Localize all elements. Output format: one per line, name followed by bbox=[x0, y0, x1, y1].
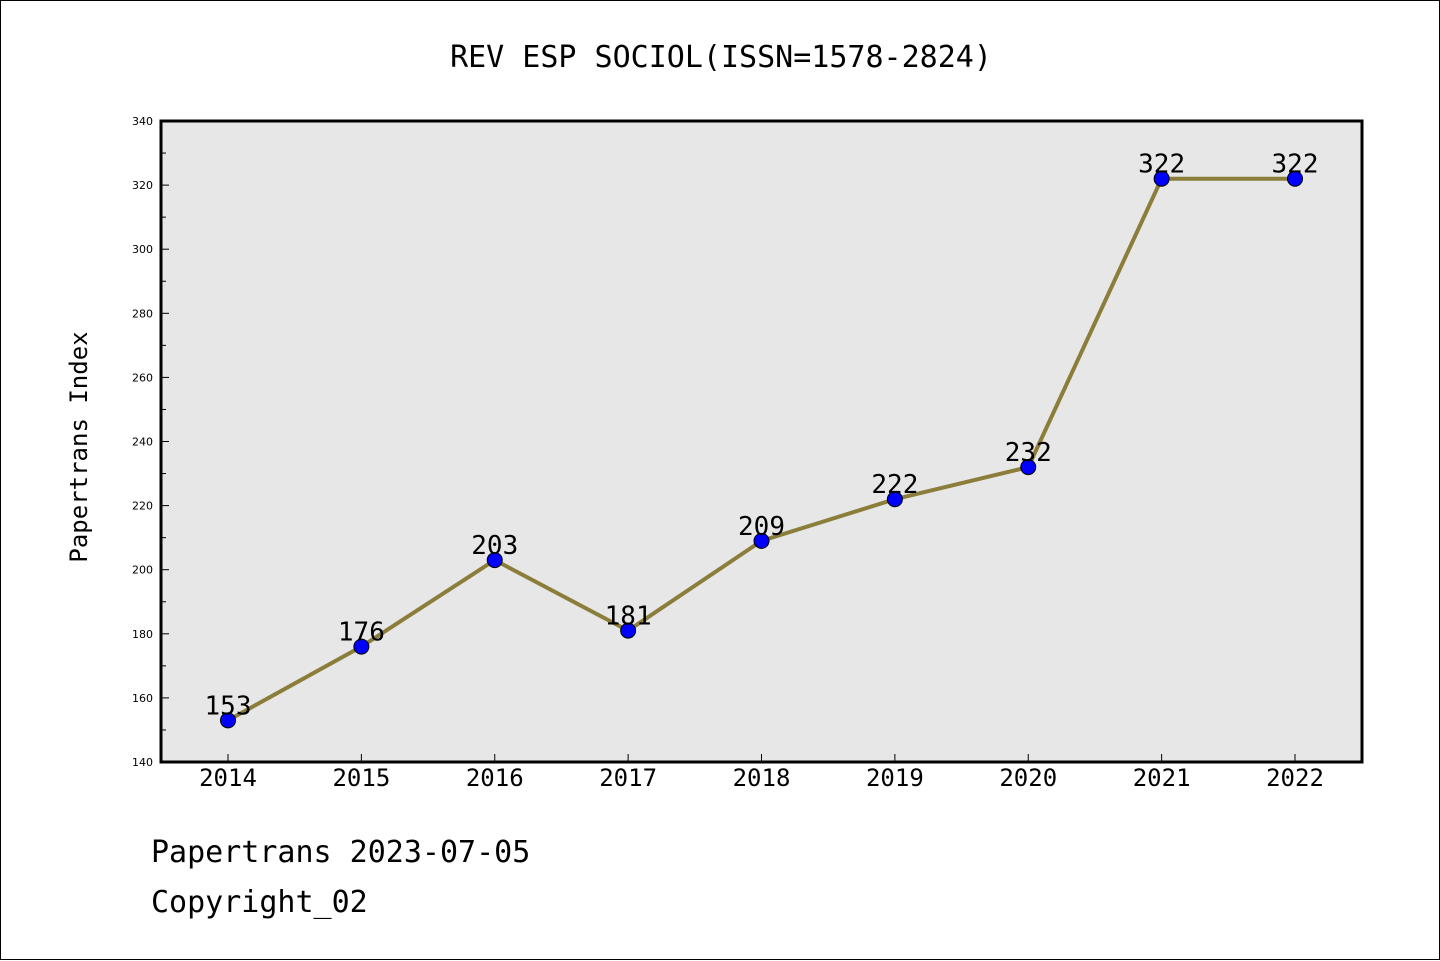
y-tick-label: 220 bbox=[132, 500, 153, 513]
data-point bbox=[620, 622, 637, 639]
y-axis-label: Papertrans Index bbox=[65, 331, 93, 562]
data-label: 176 bbox=[338, 618, 385, 648]
x-tick-label: 2019 bbox=[866, 764, 924, 792]
footer-copyright: Copyright_02 bbox=[151, 885, 368, 920]
data-point bbox=[886, 491, 903, 508]
data-label: 181 bbox=[605, 602, 652, 632]
data-point bbox=[1020, 459, 1037, 476]
data-label: 322 bbox=[1138, 150, 1185, 180]
data-label: 203 bbox=[471, 531, 518, 561]
y-tick-label: 180 bbox=[132, 628, 153, 641]
data-point bbox=[353, 638, 370, 655]
y-tick-label: 200 bbox=[132, 564, 153, 577]
y-tick-label: 160 bbox=[132, 692, 153, 705]
data-point bbox=[1153, 170, 1170, 187]
series-line-group: 153 176 203 181 209 222 232 322 322 bbox=[205, 150, 1319, 729]
chart-title: REV ESP SOCIOL(ISSN=1578-2824) bbox=[450, 40, 992, 75]
x-tick-label: 2018 bbox=[733, 764, 791, 792]
plot-area bbox=[161, 121, 1362, 762]
x-tick-label: 2022 bbox=[1266, 764, 1324, 792]
data-point bbox=[1287, 170, 1303, 187]
x-tick-label: 2021 bbox=[1133, 764, 1191, 792]
x-tick-label: 2014 bbox=[199, 764, 257, 792]
y-tick-label: 280 bbox=[132, 307, 153, 320]
data-label: 232 bbox=[1005, 438, 1052, 468]
x-tick-label: 2020 bbox=[999, 764, 1057, 792]
data-label: 209 bbox=[738, 512, 785, 542]
y-tick-label: 260 bbox=[132, 371, 153, 384]
y-tick-label: 320 bbox=[132, 179, 153, 192]
x-axis: 2014 2015 2016 2017 2018 2019 2020 2021 2022 bbox=[199, 754, 1324, 792]
y-axis: 140 160 180 200 220 240 260 280 300 320 340 bbox=[132, 115, 169, 769]
y-tick-label: 140 bbox=[132, 756, 153, 769]
x-tick-label: 2016 bbox=[466, 764, 524, 792]
data-point bbox=[753, 532, 770, 549]
x-tick-label: 2015 bbox=[332, 764, 390, 792]
data-label: 153 bbox=[205, 691, 252, 721]
y-tick-label: 300 bbox=[132, 243, 153, 256]
data-point bbox=[220, 712, 236, 729]
data-point bbox=[486, 552, 503, 569]
y-tick-label: 340 bbox=[132, 115, 153, 128]
plot-border bbox=[159, 119, 1364, 764]
data-label: 322 bbox=[1272, 150, 1319, 180]
data-label: 222 bbox=[871, 470, 918, 500]
x-tick-label: 2017 bbox=[599, 764, 657, 792]
footer-date-line: Papertrans 2023-07-05 bbox=[151, 835, 531, 870]
y-tick-label: 240 bbox=[132, 436, 153, 449]
